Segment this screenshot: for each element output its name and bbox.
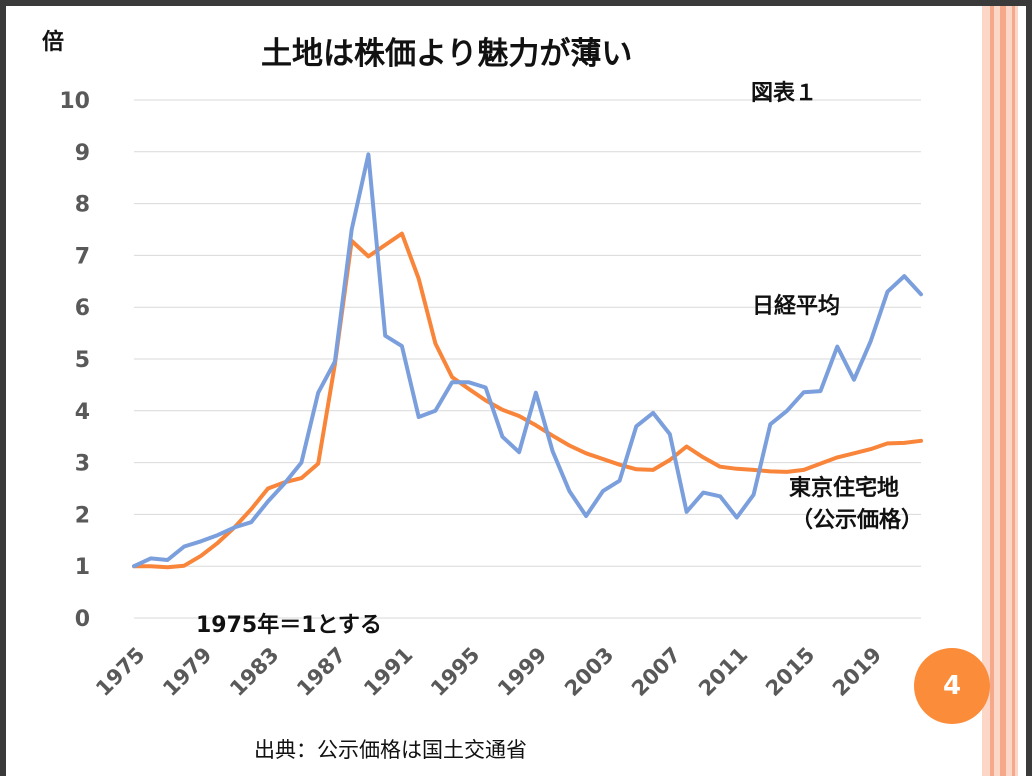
x-tick-label: 1991: [359, 643, 417, 701]
chart-title: 土地は株価より魅力が薄い: [261, 36, 632, 72]
gridlines: [134, 99, 921, 619]
y-tick-label: 2: [75, 503, 90, 528]
x-tick-label: 1987: [292, 643, 350, 701]
x-tick-label: 2003: [560, 643, 618, 701]
deco-bar-3: [1012, 6, 1015, 776]
nikkei-series-label: 日経平均: [752, 293, 840, 319]
x-tick-label: 1995: [426, 643, 484, 701]
page-number-badge: 4: [914, 648, 990, 724]
source-note: 出典：公示価格は国土交通省: [254, 738, 527, 762]
x-tick-label: 2011: [694, 643, 752, 701]
decorative-bars: [982, 6, 1018, 776]
x-tick-label: 1979: [158, 643, 216, 701]
x-tick-label: 1999: [493, 643, 551, 701]
deco-bar-2: [1000, 6, 1006, 776]
y-tick-label: 10: [59, 89, 90, 114]
y-axis-label: 倍: [42, 29, 64, 55]
tokyo-series-label-line2: （公示価格）: [791, 507, 923, 533]
x-axis-ticks: 1975 1979 1983 1987 1991 1995 1999 2003 2007 2011…: [91, 643, 886, 701]
x-tick-label: 2015: [761, 643, 819, 701]
y-tick-label: 0: [75, 607, 90, 632]
base-year-note: 1975年＝1とする: [196, 612, 382, 638]
y-tick-label: 5: [75, 348, 90, 373]
y-tick-label: 8: [75, 193, 90, 218]
y-tick-label: 6: [75, 296, 90, 321]
page-number: 4: [942, 671, 962, 701]
x-tick-label: 1975: [91, 643, 149, 701]
y-tick-label: 7: [75, 244, 90, 269]
tokyo-series-label-line1: 東京住宅地: [789, 475, 899, 501]
y-tick-label: 1: [75, 555, 90, 580]
y-axis-ticks: 0 1 2 3 4 5 6 7 8 9 10: [59, 89, 90, 632]
y-tick-label: 3: [75, 452, 90, 477]
x-tick-label: 1983: [225, 643, 283, 701]
nikkei-series-line: [132, 152, 923, 569]
x-tick-label: 2019: [828, 643, 886, 701]
deco-bar-1: [990, 6, 994, 776]
y-tick-label: 9: [75, 141, 90, 166]
line-chart: 0 1 2 3 4 5 6 7 8 9 10 1975 1979 1983 1987 1991 1995 199…: [42, 29, 923, 701]
y-tick-label: 4: [75, 400, 90, 425]
figure-label: 図表１: [751, 81, 817, 106]
x-tick-label: 2007: [627, 643, 685, 701]
slide-canvas: 0 1 2 3 4 5 6 7 8 9 10 1975 1979 1983 1987 1991 1995 199…: [6, 6, 1026, 776]
series-lines: [132, 152, 923, 570]
